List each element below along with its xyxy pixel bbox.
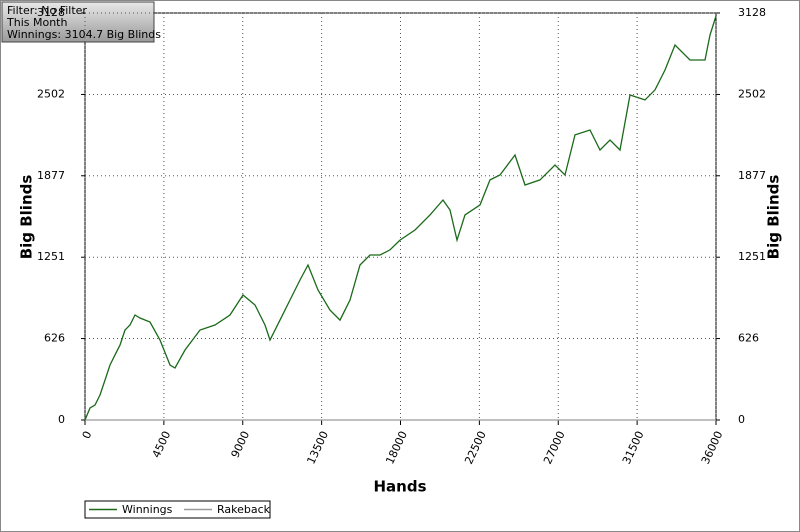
y2-tick-label: 1877 <box>738 169 766 182</box>
y-tick-label: 1251 <box>37 250 65 263</box>
x-axis-title: Hands <box>373 478 426 496</box>
plot-area <box>84 12 717 421</box>
legend-label: Rakeback <box>217 503 271 516</box>
legend-label: Winnings <box>122 503 173 516</box>
y2-tick-label: 0 <box>738 413 745 426</box>
filter-text: Winnings: 3104.7 Big Blinds <box>7 28 161 41</box>
y2-tick-label: 626 <box>738 332 759 345</box>
y-tick-label: 3128 <box>37 6 65 19</box>
y-tick-label: 2502 <box>37 87 65 100</box>
filter-box <box>1 1 155 43</box>
y-tick-label: 626 <box>44 332 65 345</box>
series-line <box>84 15 717 421</box>
x-tick-label: 0 <box>80 429 95 441</box>
y-tick-label: 1877 <box>37 169 65 182</box>
y2-tick-label: 3128 <box>738 6 766 19</box>
y2-tick-label: 1251 <box>738 250 766 263</box>
y-tick-label: 0 <box>58 413 65 426</box>
y2-tick-label: 2502 <box>738 87 766 100</box>
filter-text: This Month <box>6 16 67 29</box>
y-axis-title: Big Blinds <box>18 175 36 260</box>
y2-axis-title: Big Blinds <box>765 175 783 260</box>
legend <box>84 500 271 519</box>
filter-text: Filter: No Filter <box>7 4 87 17</box>
